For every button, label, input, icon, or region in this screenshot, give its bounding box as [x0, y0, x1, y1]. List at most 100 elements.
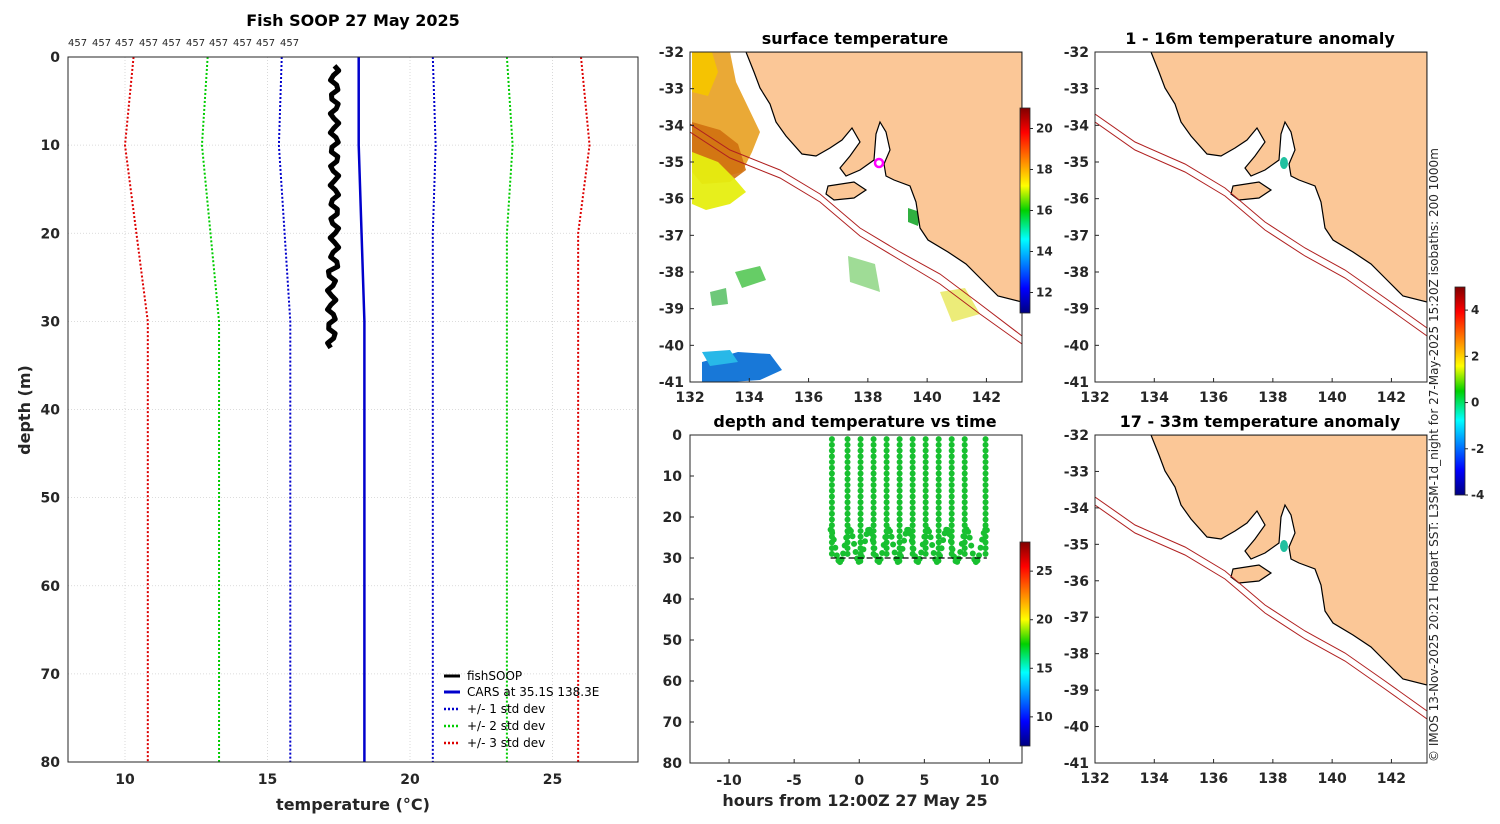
data-point [857, 533, 864, 540]
data-point [909, 447, 916, 454]
data-point [982, 453, 989, 460]
data-point [870, 436, 877, 443]
data-point [948, 441, 955, 448]
y-tick-label: 10 [41, 138, 61, 154]
data-point [870, 482, 877, 489]
data-point [870, 522, 877, 529]
data-point [829, 530, 836, 537]
data-point [961, 453, 968, 460]
data-point [961, 436, 968, 443]
data-point [982, 550, 989, 557]
data-point [828, 464, 835, 471]
lat-tick-label: -38 [1064, 265, 1089, 281]
y-tick-label: 40 [41, 403, 61, 419]
data-point [909, 436, 916, 443]
data-point [983, 527, 990, 534]
data-point [926, 528, 933, 535]
lon-tick-label: 142 [1377, 771, 1406, 787]
colorbar-tick-label: 10 [1036, 710, 1053, 724]
lat-tick-label: -37 [1064, 610, 1089, 626]
lon-tick-label: 132 [1080, 390, 1109, 406]
data-point [909, 493, 916, 500]
data-point [891, 549, 898, 556]
station-anomaly [1280, 157, 1288, 169]
data-point [857, 436, 864, 443]
data-point [961, 545, 968, 552]
anom1-map-content [1095, 52, 1427, 337]
lat-tick-label: -38 [1064, 647, 1089, 663]
data-point [870, 493, 877, 500]
data-point [922, 516, 929, 523]
data-point [965, 528, 972, 535]
data-point [982, 510, 989, 517]
surface-map-content [690, 52, 1022, 382]
lon-tick-label: 132 [1080, 771, 1109, 787]
data-point [960, 533, 967, 540]
data-point [870, 447, 877, 454]
data-point [870, 499, 877, 506]
count-label: 457 [280, 38, 299, 49]
data-point [877, 556, 884, 563]
lat-tick-label: -41 [1064, 375, 1089, 391]
sst-cold-patch [702, 350, 738, 366]
data-point [844, 470, 851, 477]
anomaly-colorbar [1454, 286, 1466, 496]
y-tick-label: 50 [41, 491, 61, 507]
y-tick-label: 70 [41, 667, 61, 683]
lat-tick-label: -34 [1064, 501, 1090, 517]
isobath-200m [690, 123, 1022, 337]
data-point [883, 516, 890, 523]
data-point [922, 464, 929, 471]
data-point [896, 510, 903, 517]
data-point [870, 464, 877, 471]
data-point [880, 542, 887, 549]
data-point [844, 447, 851, 454]
data-point [883, 453, 890, 460]
data-point [828, 487, 835, 494]
data-point [935, 453, 942, 460]
colorbar-tick-label: 20 [1036, 613, 1053, 627]
data-point [883, 464, 890, 471]
data-point [857, 516, 864, 523]
data-point [832, 544, 839, 551]
data-point [922, 482, 929, 489]
kangaroo-island [825, 181, 868, 201]
data-point [935, 459, 942, 466]
time-xlabel: hours from 12:00Z 27 May 25 [722, 791, 987, 810]
data-point [982, 487, 989, 494]
anom2-map-content [1095, 435, 1427, 720]
data-point [961, 476, 968, 483]
colorbar-tick-label: -2 [1471, 442, 1484, 456]
y-tick-label: 30 [663, 551, 683, 567]
data-point [961, 487, 968, 494]
data-point [916, 555, 923, 562]
lon-tick-label: 138 [1258, 771, 1287, 787]
data-point [896, 504, 903, 511]
count-label: 457 [92, 38, 111, 49]
data-point [922, 510, 929, 517]
data-point [899, 545, 906, 552]
lat-tick-label: -39 [1064, 683, 1089, 699]
data-point [936, 552, 943, 559]
data-point [910, 545, 917, 552]
data-point [948, 476, 955, 483]
data-point [870, 487, 877, 494]
data-point [886, 528, 893, 535]
data-point [870, 510, 877, 517]
data-point [909, 459, 916, 466]
data-point [935, 539, 942, 546]
data-point [896, 482, 903, 489]
data-point [982, 470, 989, 477]
profile-series-line [277, 56, 292, 762]
count-label: 457 [186, 38, 205, 49]
data-point [844, 459, 851, 466]
kangaroo-island [1230, 181, 1273, 201]
colorbar-tick-label: 25 [1036, 564, 1053, 578]
lat-tick-label: -35 [659, 155, 684, 171]
data-point [896, 522, 903, 529]
data-point [969, 550, 976, 557]
lat-tick-label: -33 [1064, 82, 1089, 98]
colorbar-tick-label: 14 [1036, 245, 1053, 259]
data-point [909, 510, 916, 517]
